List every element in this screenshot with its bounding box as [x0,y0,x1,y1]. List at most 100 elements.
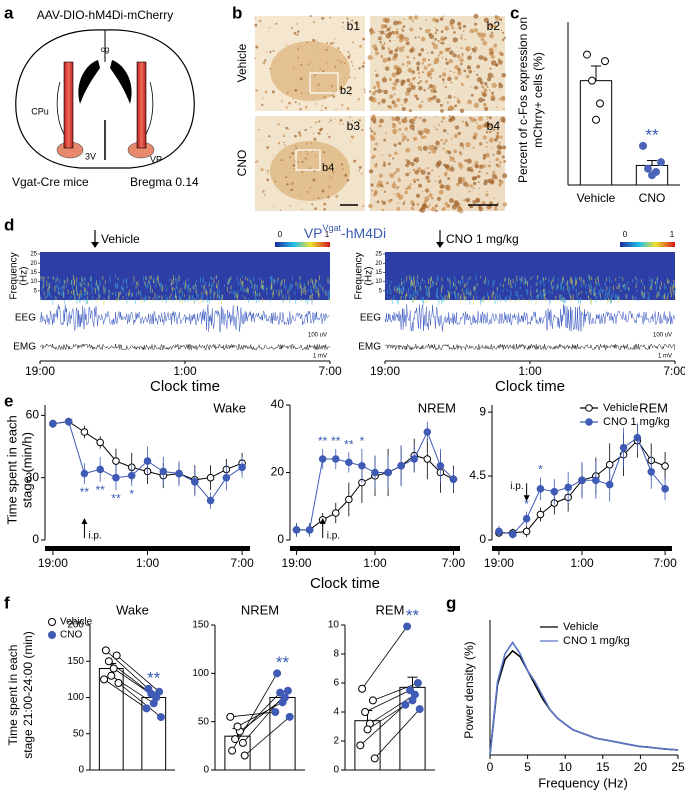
cell [502,145,507,150]
spectral-power [606,299,608,304]
data-point [536,485,545,493]
spectral-power [174,293,176,299]
data-point [371,468,379,477]
cell [340,91,343,94]
spectral-power [47,288,49,293]
cell [461,52,464,55]
spectral-power [435,282,437,286]
spectral-power [483,280,485,284]
data-point [596,99,604,108]
cell [442,186,445,189]
cell [373,31,376,34]
arrow-head [91,242,99,248]
spectral-power [221,294,223,299]
spectral-power [231,290,233,294]
spectral-power [151,289,153,293]
spectral-power [283,299,285,303]
cell [266,178,270,182]
cell [454,76,459,80]
cell [475,122,478,124]
cell [448,74,450,76]
spectral-power [666,296,668,303]
spectral-power [176,278,178,285]
spectral-power [49,283,51,289]
cell [489,67,492,70]
pair-line [103,679,147,709]
cell [479,142,483,146]
cell [311,203,314,206]
cell [381,90,384,92]
spectral-power [152,280,154,283]
spectral-power [642,293,644,299]
spectral-power [59,286,61,291]
pair-line [118,682,162,718]
cell [442,82,445,84]
spectral-power [195,279,197,283]
spectral-power [218,280,220,284]
data-point [271,708,280,716]
spectral-power [414,285,416,292]
cell [417,145,422,151]
y-axis-label: Power density (%) [462,641,476,738]
spectral-power [673,290,675,295]
spectral-power [327,277,329,284]
spectral-power [157,275,159,280]
freq-tick-label: 10 [30,279,37,285]
spectral-power [463,294,465,300]
spectral-power [219,296,221,302]
cell [453,149,458,154]
spectral-power [217,288,219,294]
cell [358,67,361,70]
cell [478,170,481,173]
data-point [363,725,372,734]
spectral-power [311,288,313,294]
spectral-power [483,295,485,302]
spectral-power [605,289,607,296]
cell [362,61,366,65]
chart-title: NREM [418,400,456,415]
cell [405,147,411,153]
cell [488,137,494,143]
spectral-power [149,290,151,294]
cell [472,199,474,201]
cell [421,62,424,65]
spectral-power [421,278,423,281]
image-label: b2 [487,19,501,33]
cell [499,121,501,123]
spectral-power [108,295,110,300]
cell [431,169,434,172]
cell [485,172,488,175]
cell [396,36,399,38]
data-point [648,171,656,180]
cell [336,46,340,50]
cell [370,129,374,133]
spectral-power [187,298,189,302]
spectral-power [397,299,399,305]
cell [491,60,497,66]
spectral-power [455,295,457,300]
cell [486,119,488,121]
cell [435,98,441,104]
cell [320,109,323,112]
cell [482,156,486,160]
spectral-power [504,277,506,282]
spectral-power [671,285,673,292]
cell [335,108,337,111]
cell [500,116,506,123]
data-point [80,469,89,478]
spectral-power [644,292,646,299]
spectral-power [146,296,148,299]
legend-label: Vehicle [60,617,93,628]
cell [503,36,507,39]
colorbar-label: 1 [670,230,675,239]
spectral-power [393,295,395,301]
cell [378,124,382,128]
cell [330,119,333,122]
spectral-power [54,285,56,292]
data-point [495,527,503,536]
cell [299,77,303,81]
spectral-power [525,280,527,284]
y-tick-label: 0 [277,532,284,546]
spectral-power [47,276,49,280]
